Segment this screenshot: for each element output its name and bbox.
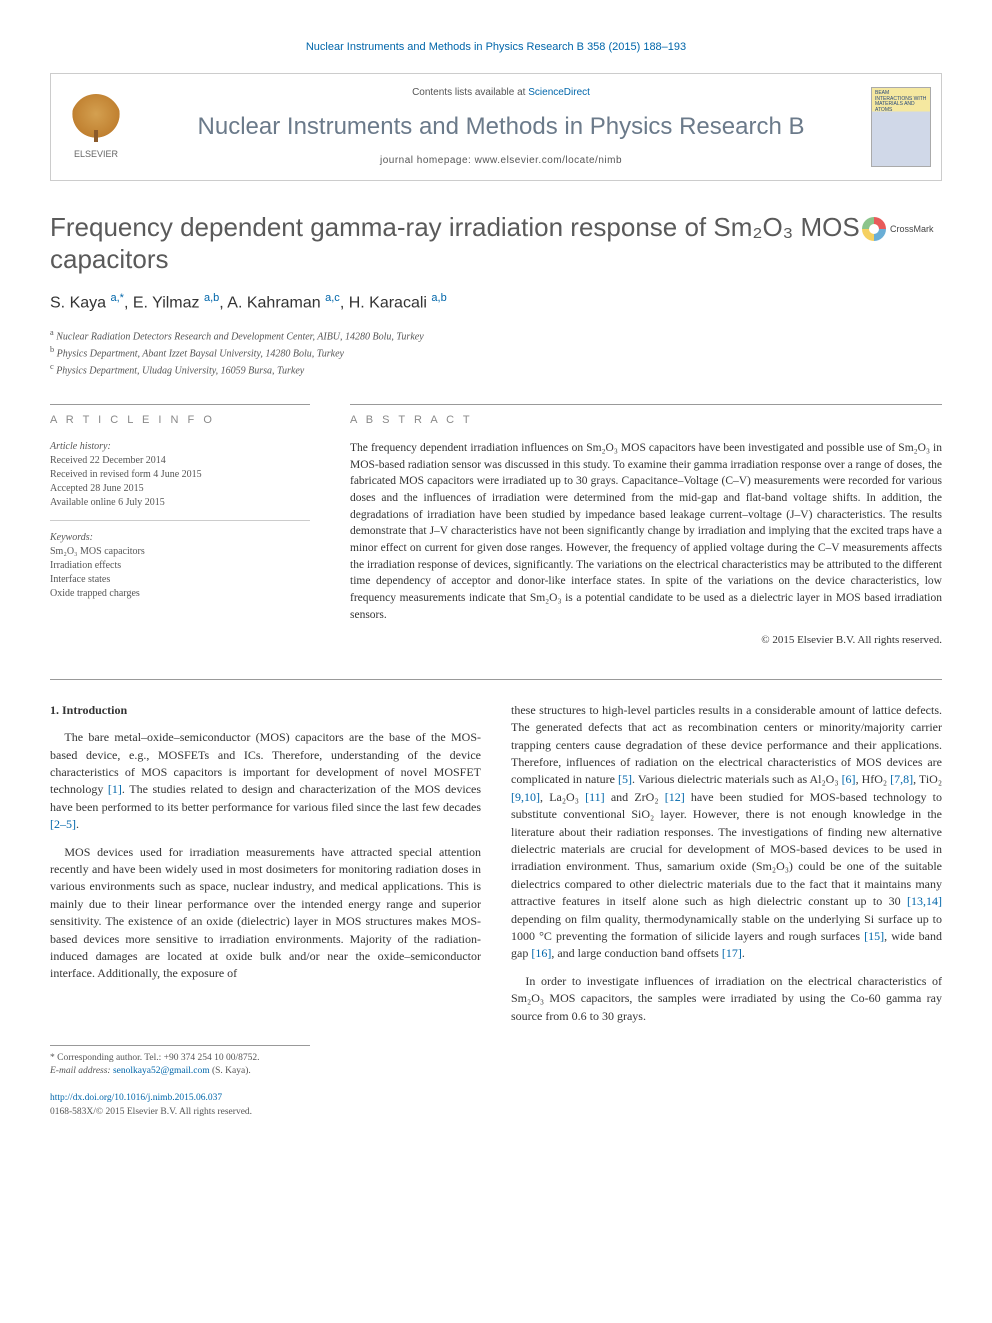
keyword-item: Interface states: [50, 573, 310, 587]
keywords: Keywords: Sm₂O₃ MOS capacitors Irradiati…: [50, 531, 310, 601]
keyword-item: Sm₂O₃ MOS capacitors: [50, 545, 310, 559]
article-info-heading: A R T I C L E I N F O: [50, 404, 310, 428]
keywords-label: Keywords:: [50, 531, 310, 545]
history-accepted: Accepted 28 June 2015: [50, 482, 310, 496]
history-received: Received 22 December 2014: [50, 454, 310, 468]
history-revised: Received in revised form 4 June 2015: [50, 468, 310, 482]
journal-cover-thumb: BEAM INTERACTIONS WITH MATERIALS AND ATO…: [871, 87, 931, 167]
article-title: Frequency dependent gamma-ray irradiatio…: [50, 211, 862, 276]
top-citation: Nuclear Instruments and Methods in Physi…: [50, 40, 942, 55]
publisher-logo-cell: ELSEVIER: [51, 74, 141, 180]
doi-link[interactable]: http://dx.doi.org/10.1016/j.nimb.2015.06…: [50, 1092, 942, 1105]
journal-header: ELSEVIER Contents lists available at Sci…: [50, 73, 942, 181]
abstract-text: The frequency dependent irradiation infl…: [350, 440, 942, 623]
contents-prefix: Contents lists available at: [412, 87, 528, 98]
body-divider: [50, 679, 942, 680]
intro-para-3: these structures to high-level particles…: [511, 702, 942, 963]
cover-cell: BEAM INTERACTIONS WITH MATERIALS AND ATO…: [861, 74, 941, 180]
intro-para-2: MOS devices used for irradiation measure…: [50, 844, 481, 983]
ref-link[interactable]: [5]: [618, 772, 632, 786]
ref-link[interactable]: [12]: [665, 790, 685, 804]
intro-para-4: In order to investigate influences of ir…: [511, 973, 942, 1025]
crossmark-label: CrossMark: [890, 223, 934, 236]
sciencedirect-link[interactable]: ScienceDirect: [528, 87, 590, 98]
ref-link[interactable]: [7,8]: [890, 772, 913, 786]
ref-link[interactable]: [16]: [531, 946, 551, 960]
intro-para-1: The bare metal–oxide–semiconductor (MOS)…: [50, 729, 481, 833]
affiliations: a Nuclear Radiation Detectors Research a…: [50, 327, 942, 379]
email-link[interactable]: senolkaya52@gmail.com: [113, 1066, 210, 1076]
article-history: Article history: Received 22 December 20…: [50, 440, 310, 521]
crossmark-icon: [862, 217, 886, 241]
abstract-copyright: © 2015 Elsevier B.V. All rights reserved…: [350, 633, 942, 648]
corr-author-line: * Corresponding author. Tel.: +90 374 25…: [50, 1052, 310, 1065]
footer: http://dx.doi.org/10.1016/j.nimb.2015.06…: [50, 1092, 942, 1119]
section-heading-intro: 1. Introduction: [50, 702, 481, 719]
ref-link[interactable]: [13,14]: [907, 894, 942, 908]
ref-link[interactable]: [6]: [842, 772, 856, 786]
ref-link[interactable]: [15]: [864, 929, 884, 943]
crossmark-badge[interactable]: CrossMark: [862, 217, 942, 241]
abstract-heading: A B S T R A C T: [350, 404, 942, 428]
publisher-name: ELSEVIER: [71, 148, 121, 161]
corresponding-author-footnote: * Corresponding author. Tel.: +90 374 25…: [50, 1045, 310, 1079]
history-label: Article history:: [50, 440, 310, 454]
journal-homepage[interactable]: journal homepage: www.elsevier.com/locat…: [151, 154, 851, 168]
body-columns: 1. Introduction The bare metal–oxide–sem…: [50, 702, 942, 1025]
contents-available-line: Contents lists available at ScienceDirec…: [151, 86, 851, 100]
email-line: E-mail address: senolkaya52@gmail.com (S…: [50, 1065, 310, 1078]
keyword-item: Oxide trapped charges: [50, 587, 310, 601]
authors-line: S. Kaya a,*, E. Yilmaz a,b, A. Kahraman …: [50, 291, 942, 315]
ref-link[interactable]: [17]: [722, 946, 742, 960]
ref-link[interactable]: [1]: [108, 782, 122, 796]
issn-copyright: 0168-583X/© 2015 Elsevier B.V. All right…: [50, 1106, 942, 1119]
ref-link[interactable]: [9,10]: [511, 790, 540, 804]
ref-link[interactable]: [2–5]: [50, 817, 76, 831]
journal-name: Nuclear Instruments and Methods in Physi…: [151, 110, 851, 144]
ref-link[interactable]: [11]: [585, 790, 605, 804]
keyword-item: Irradiation effects: [50, 559, 310, 573]
elsevier-tree-icon: [71, 94, 121, 144]
history-online: Available online 6 July 2015: [50, 496, 310, 510]
